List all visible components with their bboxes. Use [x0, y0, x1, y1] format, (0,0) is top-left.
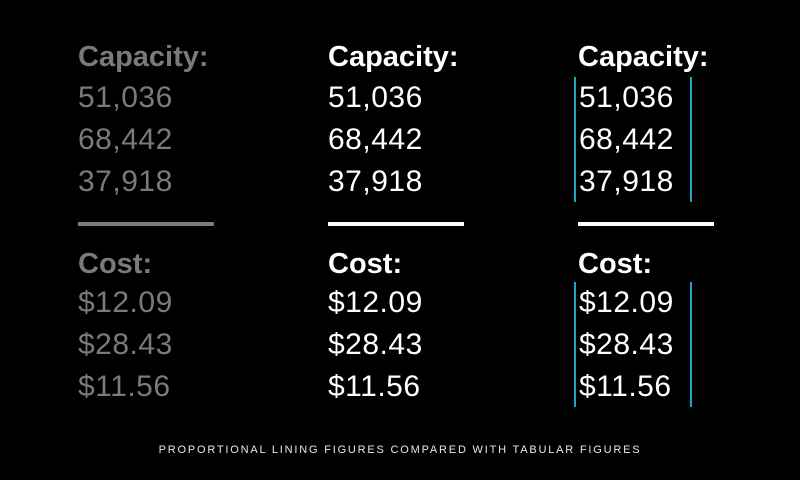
capacity-value: 37,918 [579, 165, 674, 198]
cost-heading: Cost: [328, 248, 403, 280]
column-tabular: Capacity: 51,036 68,442 37,918 Cost: $12… [578, 0, 778, 430]
cost-heading: Cost: [78, 248, 153, 280]
divider [328, 222, 464, 226]
column-proportional: Capacity: 51,036 68,442 37,918 Cost: $12… [328, 0, 528, 430]
cost-value: $11.56 [579, 370, 672, 403]
caption: PROPORTIONAL LINING FIGURES COMPARED WIT… [158, 444, 642, 456]
capacity-value: 68,442 [579, 123, 674, 156]
column-proportional-muted: Capacity: 51,036 68,442 37,918 Cost: $12… [78, 0, 278, 430]
capacity-value: 68,442 [328, 123, 423, 156]
cost-heading: Cost: [578, 248, 653, 280]
cost-value: $28.43 [328, 328, 423, 361]
tabular-guide-left [574, 77, 576, 202]
capacity-value: 51,036 [78, 81, 173, 114]
capacity-value: 37,918 [78, 165, 173, 198]
cost-value: $12.09 [328, 286, 423, 319]
capacity-value: 68,442 [78, 123, 173, 156]
cost-value: $28.43 [78, 328, 173, 361]
capacity-heading: Capacity: [578, 41, 709, 73]
cost-value: $12.09 [78, 286, 173, 319]
capacity-value: 51,036 [579, 81, 674, 114]
capacity-value: 51,036 [328, 81, 423, 114]
divider [578, 222, 714, 226]
cost-value: $11.56 [328, 370, 421, 403]
capacity-heading: Capacity: [78, 41, 209, 73]
capacity-value: 37,918 [328, 165, 423, 198]
capacity-heading: Capacity: [328, 41, 459, 73]
tabular-guide-left [574, 282, 576, 407]
cost-value: $12.09 [579, 286, 674, 319]
cost-value: $11.56 [78, 370, 171, 403]
divider [78, 222, 214, 226]
tabular-guide-right [690, 282, 692, 407]
tabular-guide-right [690, 77, 692, 202]
cost-value: $28.43 [579, 328, 674, 361]
